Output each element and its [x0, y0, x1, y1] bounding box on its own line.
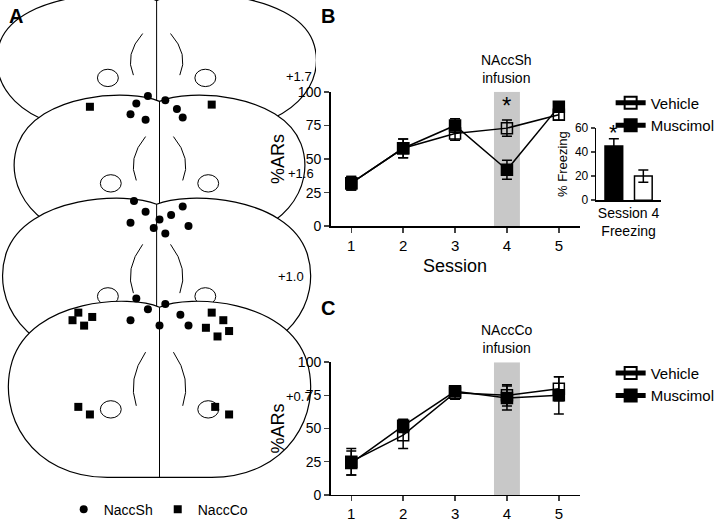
svg-text:+1.6: +1.6	[288, 166, 314, 181]
svg-text:40: 40	[575, 145, 589, 159]
svg-text:+1.0: +1.0	[278, 269, 304, 284]
svg-text:0: 0	[582, 193, 589, 207]
svg-text:Session: Session	[423, 256, 487, 276]
svg-text:Session 4Freezing: Session 4Freezing	[598, 205, 660, 239]
svg-text:+1.7: +1.7	[286, 69, 312, 84]
svg-text:Vehicle: Vehicle	[651, 95, 699, 112]
svg-text:1: 1	[347, 237, 355, 254]
svg-text:25: 25	[306, 454, 322, 470]
svg-text:50: 50	[306, 151, 322, 167]
svg-text:0: 0	[313, 218, 321, 234]
svg-text:60: 60	[575, 121, 589, 135]
svg-text:*: *	[502, 92, 511, 119]
svg-text:1: 1	[347, 505, 355, 522]
svg-text:75: 75	[306, 387, 322, 403]
svg-text:% Freezing: % Freezing	[555, 131, 570, 197]
svg-text:3: 3	[451, 505, 459, 522]
svg-text:A: A	[9, 5, 23, 27]
svg-text:50: 50	[306, 420, 322, 436]
svg-text:5: 5	[555, 505, 563, 522]
svg-text:NaccCo: NaccCo	[198, 502, 248, 518]
svg-text:20: 20	[575, 169, 589, 183]
svg-text:5: 5	[555, 237, 563, 254]
svg-text:+0.7: +0.7	[286, 389, 312, 404]
svg-text:3: 3	[451, 237, 459, 254]
svg-text:B: B	[321, 5, 335, 27]
svg-text:NAccShinfusion: NAccShinfusion	[481, 52, 532, 86]
svg-text:Muscimol: Muscimol	[651, 387, 714, 404]
svg-text:2: 2	[399, 237, 407, 254]
svg-text:100: 100	[298, 354, 322, 370]
svg-text:C: C	[321, 297, 335, 319]
svg-text:Vehicle: Vehicle	[651, 365, 699, 382]
svg-text:100: 100	[298, 84, 322, 100]
svg-text:Muscimol: Muscimol	[651, 117, 714, 134]
svg-text:2: 2	[399, 505, 407, 522]
svg-text:*: *	[609, 120, 618, 145]
svg-text:75: 75	[306, 117, 322, 133]
svg-text:%ARs: %ARs	[268, 404, 288, 454]
svg-text:4: 4	[503, 237, 511, 254]
svg-text:%ARs: %ARs	[268, 134, 288, 184]
svg-text:NAccCoinfusion: NAccCoinfusion	[481, 322, 533, 356]
svg-text:NaccSh: NaccSh	[104, 502, 153, 518]
svg-text:0: 0	[313, 487, 321, 503]
svg-text:4: 4	[503, 505, 511, 522]
svg-text:25: 25	[306, 185, 322, 201]
